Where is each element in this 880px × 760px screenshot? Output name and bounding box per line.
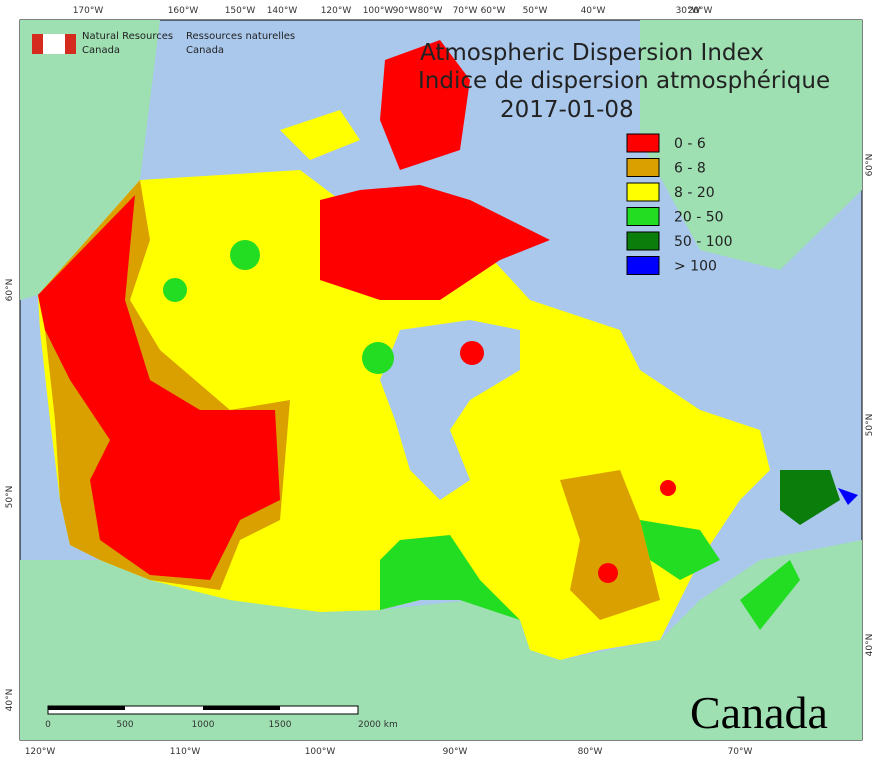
arctic-island-yellow xyxy=(280,110,360,160)
longitude-label: 120°W xyxy=(25,747,56,757)
hudson-bay xyxy=(380,320,520,500)
longitude-label: 80°W xyxy=(418,6,443,16)
longitude-label: 40°W xyxy=(581,6,606,16)
flag xyxy=(32,34,43,54)
scale-label: 1500 xyxy=(269,720,292,730)
agency-en: Natural Resources xyxy=(82,31,173,42)
longitude-label: 90°W xyxy=(443,747,468,757)
latitude-label: 50°N xyxy=(5,486,15,509)
legend-swatch xyxy=(626,182,660,202)
scale-label: 2000 km xyxy=(358,720,398,730)
legend-swatch xyxy=(626,207,660,226)
longitude-label: 120°W xyxy=(321,6,352,16)
date: 2017-01-08 xyxy=(500,97,634,123)
wordmark: Canada xyxy=(690,687,828,738)
longitude-label: 160°W xyxy=(168,6,199,16)
green-spot xyxy=(362,342,394,374)
longitude-label: 20°W xyxy=(688,6,713,16)
longitude-label: 100°W xyxy=(363,6,394,16)
agency-en: Canada xyxy=(82,45,120,56)
green-spot xyxy=(163,278,187,302)
green-spot xyxy=(230,240,260,270)
gaspe-green xyxy=(640,520,720,580)
title: Indice de dispersion atmosphérique xyxy=(418,68,830,94)
title: Atmospheric Dispersion Index xyxy=(420,40,764,66)
longitude-label: 110°W xyxy=(170,747,201,757)
nova-scotia xyxy=(740,560,800,630)
longitude-label: 90°W xyxy=(393,6,418,16)
alaska xyxy=(20,20,160,300)
west-red xyxy=(38,195,280,580)
longitude-label: 60°W xyxy=(481,6,506,16)
legend-label: 6 - 8 xyxy=(674,161,706,177)
scale-segment xyxy=(48,706,125,710)
legend-swatch xyxy=(626,231,660,251)
latitude-label: 60°N xyxy=(865,154,875,177)
longitude-label: 170°W xyxy=(73,6,104,16)
scale-label: 1000 xyxy=(192,720,215,730)
ellesmere xyxy=(380,40,470,170)
usa xyxy=(20,540,862,740)
agency-fr: Ressources naturelles xyxy=(186,31,295,42)
legend-label: > 100 xyxy=(674,259,717,275)
scale-segment xyxy=(203,706,280,710)
longitude-label: 50°W xyxy=(523,6,548,16)
greenland xyxy=(640,20,862,270)
red-spot xyxy=(460,341,484,365)
longitude-label: 100°W xyxy=(305,747,336,757)
latitude-label: 60°N xyxy=(5,279,15,302)
legend-swatch xyxy=(626,158,660,177)
legend-label: 0 - 6 xyxy=(674,136,706,152)
longitude-label: 150°W xyxy=(225,6,256,16)
longitude-label: 70°W xyxy=(728,747,753,757)
latitude-label: 50°N xyxy=(865,414,875,437)
flag xyxy=(65,34,76,54)
ontario-green xyxy=(380,535,520,620)
arctic-islands xyxy=(320,185,550,300)
longitude-label: 70°W xyxy=(453,6,478,16)
longitude-label: 30°W xyxy=(676,6,701,16)
latitude-label: 40°N xyxy=(5,689,15,712)
legend-swatch xyxy=(626,256,660,275)
legend-swatch xyxy=(626,133,660,153)
legend-label: 20 - 50 xyxy=(674,210,724,226)
red-spot xyxy=(660,480,676,496)
quebec-orange xyxy=(560,470,660,620)
red-spot xyxy=(598,563,618,583)
legend-label: 8 - 20 xyxy=(674,185,715,201)
latitude-label: 40°N xyxy=(865,634,875,657)
legend-label: 50 - 100 xyxy=(674,234,733,250)
longitude-label: 80°W xyxy=(578,747,603,757)
scale-label: 500 xyxy=(116,720,133,730)
agency-fr: Canada xyxy=(186,45,224,56)
scale-label: 0 xyxy=(45,720,51,730)
newfoundland xyxy=(780,470,840,525)
longitude-label: 140°W xyxy=(267,6,298,16)
newfoundland-blue xyxy=(838,488,858,505)
